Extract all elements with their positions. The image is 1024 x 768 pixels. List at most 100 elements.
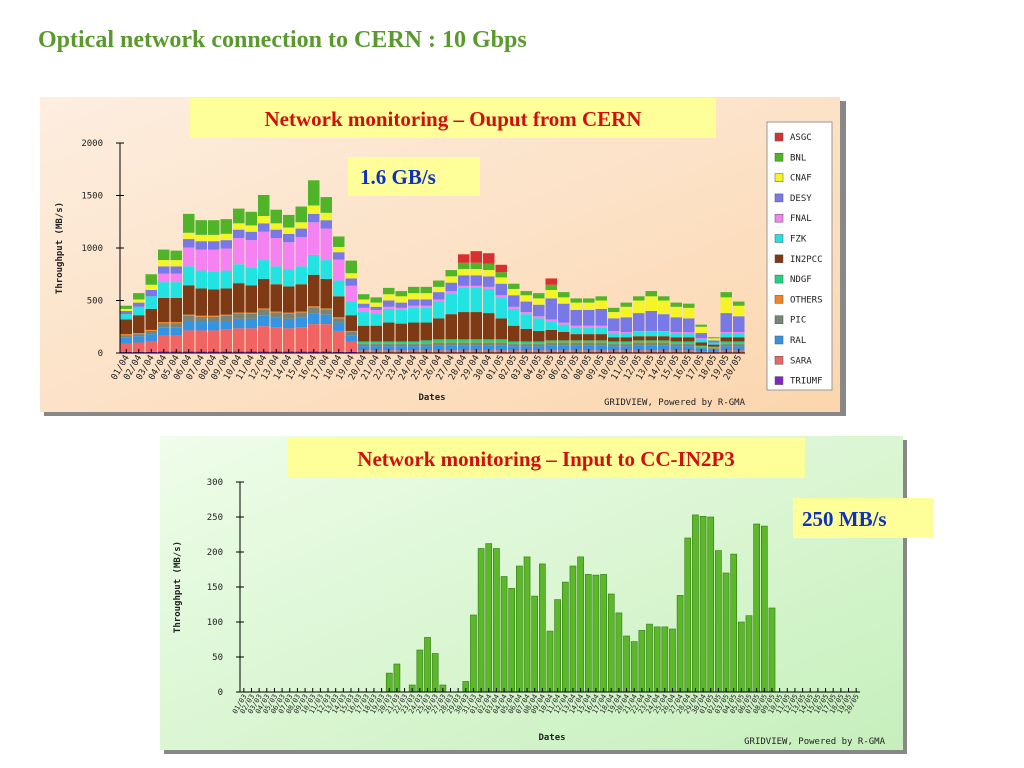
- bar-segment: [558, 292, 570, 298]
- bar-segment: [283, 313, 295, 319]
- bar-segment: [683, 344, 695, 347]
- bar-segment: [195, 322, 207, 331]
- bar-segment: [295, 311, 307, 313]
- bar-segment: [420, 307, 432, 323]
- bar-segment: [145, 284, 157, 290]
- bar-segment: [470, 342, 482, 344]
- bar: [745, 615, 753, 693]
- bar-segment: [470, 287, 482, 313]
- y-tick-label: 150: [207, 583, 223, 593]
- bar-segment: [395, 307, 407, 310]
- y-tick-label: 1500: [81, 192, 103, 202]
- bar-segment: [345, 315, 357, 331]
- bar-segment: [270, 327, 282, 352]
- bar-segment: [670, 317, 682, 332]
- bar-segment: [458, 343, 470, 346]
- bar: [516, 565, 523, 693]
- bar-segment: [158, 327, 170, 336]
- bar-segment: [183, 315, 195, 321]
- bar-segment: [270, 317, 282, 328]
- bar-segment: [358, 294, 370, 300]
- bar-segment: [695, 342, 707, 346]
- bar-segment: [633, 330, 645, 332]
- bar-segment: [270, 238, 282, 267]
- bar: [760, 525, 768, 693]
- bar: [431, 653, 439, 693]
- bar-segment: [708, 340, 720, 343]
- bar-segment: [445, 270, 457, 277]
- bar-segment: [445, 293, 457, 315]
- bar-segment: [508, 295, 520, 307]
- legend-label: IN2PCC: [790, 255, 823, 265]
- annotation-box: [348, 157, 480, 196]
- bar-segment: [670, 302, 682, 307]
- bar-segment: [120, 305, 132, 309]
- bar-segment: [333, 317, 345, 319]
- bar-segment: [283, 242, 295, 270]
- bar-segment: [583, 340, 595, 343]
- bar-segment: [358, 344, 370, 347]
- bar-segment: [458, 285, 470, 288]
- bar-segment: [120, 311, 132, 315]
- bar-segment: [195, 315, 207, 317]
- bar-segment: [308, 180, 320, 206]
- bar-segment: [420, 322, 432, 341]
- chart-panel: [160, 436, 903, 750]
- bar-segment: [670, 343, 682, 345]
- bar-segment: [208, 271, 220, 290]
- bar-segment: [470, 339, 482, 343]
- charts: ASGC BNL CNAF DESY FNAL FZK IN2PCC NDGF OTHERS PI…: [55, 132, 886, 747]
- bar-segment: [333, 259, 345, 281]
- bar-segment: [270, 266, 282, 285]
- bar-segment: [345, 330, 357, 332]
- bar-segment: [233, 208, 245, 224]
- legend-swatch: [774, 234, 784, 243]
- bar-segment: [495, 295, 507, 298]
- bar-segment: [408, 344, 420, 347]
- bar-segment: [620, 337, 632, 342]
- bar-segment: [308, 307, 320, 314]
- bar-segment: [520, 314, 532, 329]
- bar-segment: [170, 273, 182, 283]
- bar-segment: [283, 318, 295, 329]
- bar-segment: [183, 247, 195, 267]
- annotation-box: [793, 498, 933, 538]
- bar-segment: [333, 322, 345, 331]
- legend-label: FNAL: [790, 214, 812, 224]
- bar-segment: [708, 348, 720, 350]
- bar-segment: [608, 318, 620, 331]
- legend-label: CNAF: [790, 174, 812, 184]
- bar-segment: [733, 305, 745, 317]
- bar-segment: [458, 287, 470, 313]
- bar-segment: [545, 343, 557, 346]
- bar-segment: [533, 346, 545, 351]
- bar-segment: [695, 339, 707, 343]
- bar-segment: [270, 284, 282, 312]
- bar-segment: [408, 293, 420, 300]
- legend-label: RAL: [790, 336, 806, 346]
- bar: [424, 637, 431, 693]
- bar-segment: [333, 296, 345, 318]
- bar-segment: [570, 298, 582, 303]
- bar-segment: [183, 314, 195, 316]
- bar-segment: [508, 283, 520, 289]
- chart-title: Network monitoring – Ouput from CERN: [264, 107, 641, 131]
- bar-segment: [283, 233, 295, 243]
- bar-segment: [208, 241, 220, 250]
- bar-segment: [558, 297, 570, 304]
- bar-segment: [508, 344, 520, 347]
- bar-segment: [658, 300, 670, 315]
- bar-segment: [595, 345, 607, 351]
- bar-segment: [733, 344, 745, 347]
- bar-segment: [645, 340, 657, 343]
- bar-segment: [395, 343, 407, 345]
- bar-segment: [733, 346, 745, 351]
- bar-segment: [520, 341, 532, 344]
- bar-segment: [383, 346, 395, 351]
- bar: [699, 515, 707, 693]
- bar-segment: [570, 325, 582, 328]
- bar-segment: [645, 296, 657, 311]
- legend-swatch: [774, 153, 784, 162]
- bar-segment: [470, 275, 482, 286]
- bar-segment: [283, 214, 295, 228]
